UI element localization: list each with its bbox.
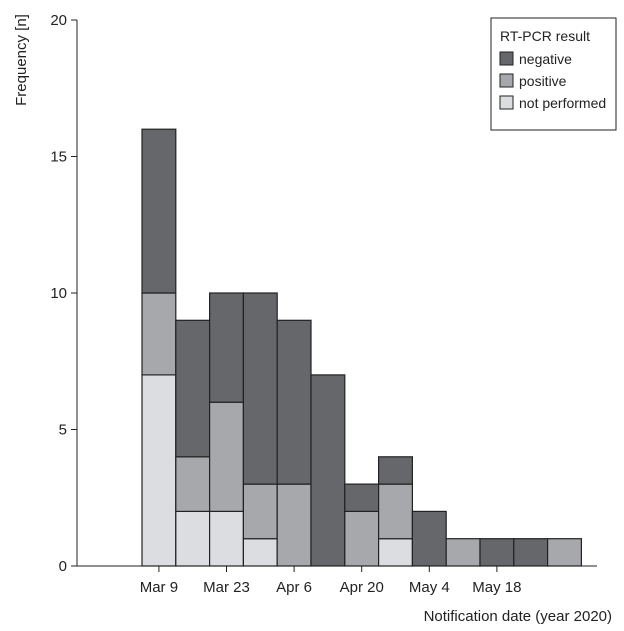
bar-segment-positive xyxy=(344,510,380,567)
x-tick-label: Mar 9 xyxy=(140,579,178,596)
bar-segment-negative xyxy=(310,374,346,567)
bar-segment-positive xyxy=(445,538,481,567)
bar-segment-negative xyxy=(513,538,549,567)
legend-swatch xyxy=(499,73,514,88)
legend-entry: not performed xyxy=(519,95,606,111)
bar-segment-positive xyxy=(175,456,211,512)
bar-segment-negative xyxy=(479,538,515,567)
bar-segment-negative xyxy=(378,456,414,485)
bar-segment-negative xyxy=(209,292,245,403)
bar-segment-not-performed xyxy=(141,374,177,567)
y-tick-label: 15 xyxy=(50,149,67,166)
bar-segment-negative xyxy=(242,292,278,485)
bar-segment-not-performed xyxy=(378,538,414,567)
legend-title: RT-PCR result xyxy=(500,28,590,44)
x-tick-label: Apr 20 xyxy=(340,579,384,596)
y-tick-label: 5 xyxy=(59,422,67,439)
x-tick-label: May 18 xyxy=(472,579,521,596)
bar-segment-negative xyxy=(344,483,380,513)
y-axis-title: Frequency [n] xyxy=(13,14,30,106)
bar-segment-negative xyxy=(175,319,211,458)
legend-swatch xyxy=(499,95,514,110)
bar-segment-negative xyxy=(141,128,177,294)
y-tick-label: 10 xyxy=(50,285,67,302)
bar-segment-positive xyxy=(242,483,278,540)
x-tick-label: Apr 6 xyxy=(276,579,312,596)
bar-segment-positive xyxy=(378,483,414,540)
legend: RT-PCR result negative positive not perfor… xyxy=(490,17,617,131)
x-tick-label: Mar 23 xyxy=(203,579,250,596)
axes: 0 5 10 15 20 Mar 9 Mar 23 Apr 6 Apr 20 May 4 May 1… xyxy=(50,12,597,596)
bar-segment-positive xyxy=(546,538,582,567)
y-tick-label: 0 xyxy=(59,558,67,575)
bar-segment-positive xyxy=(276,483,312,567)
bars xyxy=(141,128,582,567)
bar-segment-negative xyxy=(411,510,447,567)
legend-swatch xyxy=(499,51,514,66)
x-tick-label: May 4 xyxy=(409,579,450,596)
bar-segment-positive xyxy=(209,401,245,513)
bar-segment-not-performed xyxy=(175,510,211,567)
y-tick-label: 20 xyxy=(50,12,67,29)
bar-segment-positive xyxy=(141,292,177,376)
bar-segment-negative xyxy=(276,319,312,485)
bar-segment-not-performed xyxy=(209,510,245,567)
bar-segment-not-performed xyxy=(242,538,278,567)
x-axis-title: Notification date (year 2020) xyxy=(424,608,612,625)
legend-entry: positive xyxy=(519,73,567,89)
legend-entry: negative xyxy=(519,51,572,67)
